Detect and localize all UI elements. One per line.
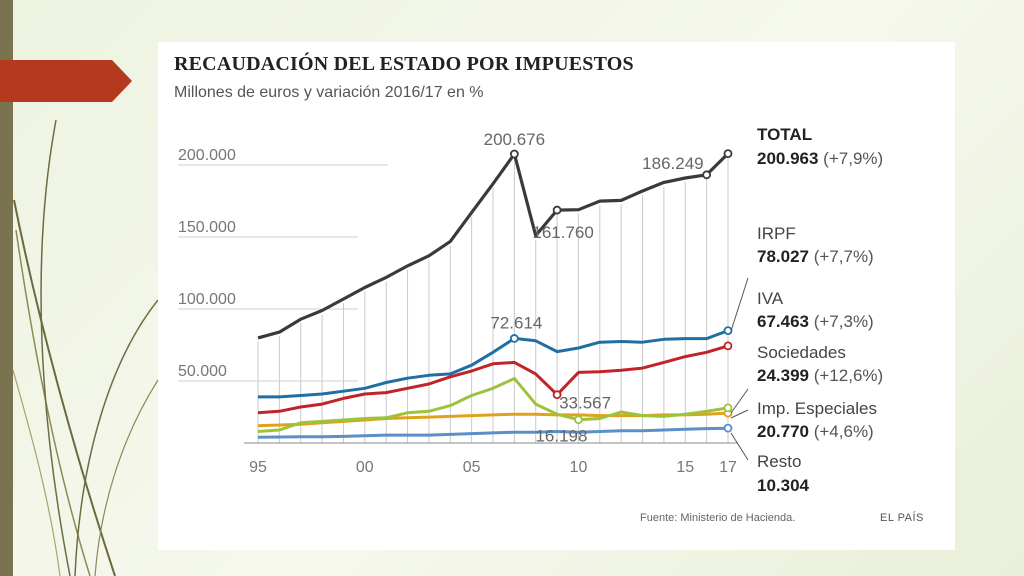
- slide-left-bar: [0, 0, 13, 576]
- red-arrow-tab: [0, 60, 132, 102]
- chart-title: RECAUDACIÓN DEL ESTADO POR IMPUESTOS: [174, 53, 634, 75]
- legend-name-irpf: IRPF: [757, 224, 796, 243]
- annotation-label: 33.567: [559, 394, 611, 413]
- end-marker-iva: [723, 341, 733, 351]
- red-tab-shape: [0, 60, 132, 102]
- legend-value-especiales: 20.770 (+4,6%): [757, 422, 874, 441]
- legend-value-irpf: 78.027 (+7,7%): [757, 247, 874, 266]
- legend-name-iva: IVA: [757, 289, 784, 308]
- x-tick-label: 05: [463, 459, 481, 476]
- annotation-marker: [509, 334, 519, 343]
- chart-subtitle: Millones de euros y variación 2016/17 en…: [174, 84, 484, 101]
- x-tick-label: 00: [356, 459, 374, 476]
- leader-line-sociedades: [730, 388, 749, 414]
- annotation-label: 161.760: [532, 223, 593, 242]
- x-tick-label: 10: [570, 459, 588, 476]
- annotation-marker: [552, 390, 562, 400]
- annotation-marker: [552, 205, 562, 215]
- legend-name-sociedades: Sociedades: [757, 343, 846, 362]
- annotation-marker: [702, 170, 712, 180]
- leader-line-especiales: [730, 409, 749, 419]
- leader-line-irpf: [730, 277, 749, 332]
- annotation-marker: [574, 415, 583, 425]
- leader-line-resto: [730, 432, 749, 461]
- x-tick-label: 15: [676, 459, 694, 476]
- series-line-sociedades: [257, 377, 729, 433]
- series-line-total: [257, 152, 730, 340]
- end-marker-sociedades: [723, 403, 733, 413]
- chart-card: RECAUDACIÓN DEL ESTADO POR IMPUESTOS Mil…: [158, 42, 955, 550]
- y-tick-label: 100.000: [178, 291, 236, 308]
- legend-value-sociedades: 24.399 (+12,6%): [757, 366, 883, 385]
- series-line-iva: [257, 344, 729, 415]
- end-marker-total: [723, 149, 733, 159]
- annotation-label: 16.198: [535, 427, 587, 446]
- legend-value-total: 200.963 (+7,9%): [757, 149, 883, 168]
- brand-label: EL PAÍS: [880, 512, 924, 524]
- x-tick-label: 95: [249, 459, 267, 476]
- legend-name-especiales: Imp. Especiales: [757, 399, 877, 418]
- series-line-irpf: [258, 329, 729, 399]
- line-chart: 200.000 150.000 100.000 50.000 95 00 05 10 15 17 2…: [178, 125, 883, 495]
- legend-name-total: TOTAL: [757, 125, 812, 144]
- end-marker-resto: [723, 423, 733, 433]
- y-tick-label: 150.000: [178, 219, 236, 236]
- x-tick-label: 17: [719, 459, 737, 476]
- annotation-label: 186.249: [642, 154, 703, 173]
- legend-value-resto: 10.304: [757, 476, 810, 495]
- series-line-resto: [257, 426, 729, 439]
- legend-name-resto: Resto: [757, 452, 801, 471]
- end-marker-irpf: [723, 326, 733, 336]
- legend-value-iva: 67.463 (+7,3%): [757, 312, 874, 331]
- y-tick-label: 200.000: [178, 147, 236, 164]
- y-tick-label: 50.000: [178, 363, 227, 380]
- annotation-label: 72.614: [490, 313, 542, 332]
- decorative-curves: [12, 119, 159, 576]
- annotation-marker: [509, 149, 519, 159]
- source-note: Fuente: Ministerio de Hacienda.: [640, 512, 796, 524]
- annotation-label: 200.676: [484, 130, 545, 149]
